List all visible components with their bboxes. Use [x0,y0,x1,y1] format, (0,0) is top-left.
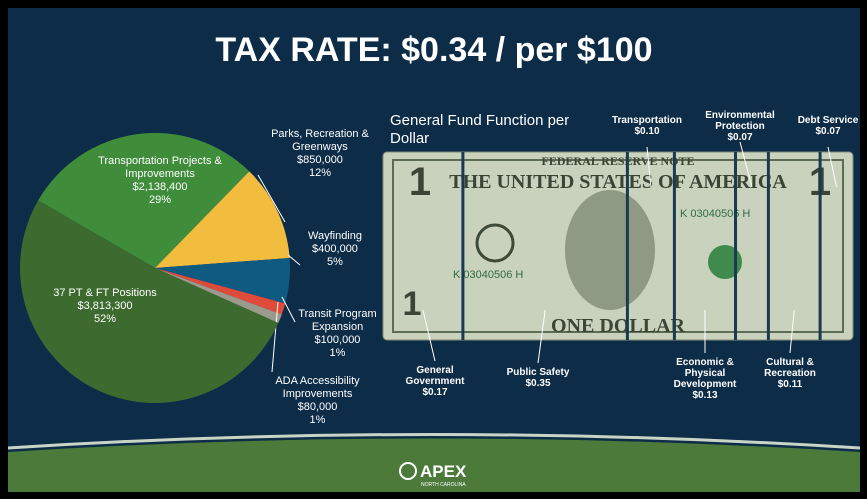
function-label: Economic & Physical Development $0.13 [660,357,750,401]
dollar-title: General Fund Function per Dollar [390,112,570,147]
slice-value: $400,000 [312,243,358,255]
logo-mark [399,462,417,480]
pie-slice [20,200,279,403]
logo-name: APEX [420,462,467,481]
slice-label: 37 PT & FT Positions $3,813,300 52% [40,287,170,326]
bill-text: THE UNITED STATES OF AMERICA [449,171,787,193]
leader-line [827,146,838,188]
slice-percent: 1% [329,347,346,359]
slice-value: $80,000 [297,401,338,413]
function-name: Environmental Protection [705,110,775,132]
leader-line [646,146,652,188]
slice-name: Transportation Projects & Improvements [98,155,222,180]
slice-name: Parks, Recreation & Greenways [271,128,369,153]
bill-serial: K 03040506 H [680,208,750,220]
bill-border [392,159,844,333]
slice-name: Transit Program Expansion [298,308,377,333]
slice-name: Wayfinding [307,230,362,242]
pie-slice [155,171,290,268]
footer-band [8,438,860,492]
leader-line [537,309,546,364]
function-value: $0.10 [634,126,660,137]
slice-value: $100,000 [314,334,361,346]
slice-label: Parks, Recreation & Greenways $850,000 12% [255,128,385,180]
function-label: Public Safety $0.35 [493,367,583,389]
slice-name: ADA Accessibility Improvements [275,375,360,400]
leader-line [257,174,286,223]
pie-slice [155,257,290,304]
segment-divider [625,152,629,340]
function-value: $0.17 [422,387,448,398]
function-name: General Government [405,365,465,387]
slice-value: $850,000 [297,154,343,166]
slice-percent: 5% [327,256,343,268]
leader-line [287,254,301,266]
leader-line [422,309,436,362]
slice-value: $3,813,300 [77,300,133,312]
pie-slice [38,133,250,268]
slice-label: Wayfinding $400,000 5% [285,230,385,269]
function-label: General Government $0.17 [390,365,480,398]
function-name: Debt Service [797,115,859,126]
function-label: Cultural & Recreation $0.11 [745,357,835,390]
slice-value: $2,138,400 [132,181,188,193]
slice-label: Transit Program Expansion $100,000 1% [285,308,390,360]
bill-serial: K 03040506 H [453,269,523,281]
segment-divider [461,152,465,340]
function-value: $0.07 [815,126,841,137]
segment-divider [818,152,822,340]
footer-stripe [7,433,861,450]
leader-line [789,309,795,354]
function-name: Economic & Physical Development [673,357,737,390]
function-name: Transportation [611,115,682,126]
leader-line [271,301,279,373]
slice-percent: 52% [93,313,117,325]
function-value: $0.35 [525,378,551,389]
bill-one: 1 [409,160,431,204]
bill-text: ONE DOLLAR [551,315,685,337]
bill-segment [736,152,769,340]
function-value: $0.11 [777,379,803,390]
slice-percent: 1% [309,414,326,426]
pie-slice [155,268,286,315]
function-value: $0.07 [727,132,753,143]
bill-segment [820,152,853,340]
function-name: Cultural & Recreation [764,357,816,379]
slice-percent: 12% [308,167,332,179]
leader-line [281,296,296,323]
leader-line [739,141,753,188]
bill-segment [627,152,674,340]
logo: APEX NORTH CAROLINA [399,462,467,488]
function-label: Debt Service $0.07 [783,115,867,137]
function-value: $0.13 [692,390,718,401]
slice-percent: 29% [148,194,172,206]
title: TAX RATE: $0.34 / per $100 [215,31,652,69]
bill-text: FEDERAL RESERVE NOTE [542,154,695,168]
function-name: Public Safety [506,367,570,378]
function-label: Environmental Protection $0.07 [695,110,785,143]
segment-divider [734,152,737,340]
slice-name: 37 PT & FT Positions [53,287,157,299]
function-label: Transportation $0.10 [602,115,692,137]
slice-label: Transportation Projects & Improvements $2… [95,155,225,207]
segment-divider [766,152,770,340]
bill-one: 1 [403,285,422,323]
portrait [565,190,655,310]
segment-divider [672,152,676,340]
seal [475,223,515,263]
treasury-seal [708,245,742,279]
slice-label: ADA Accessibility Improvements $80,000 1% [265,375,370,427]
pie-slice [155,268,282,323]
logo-sub: NORTH CAROLINA [421,482,466,488]
